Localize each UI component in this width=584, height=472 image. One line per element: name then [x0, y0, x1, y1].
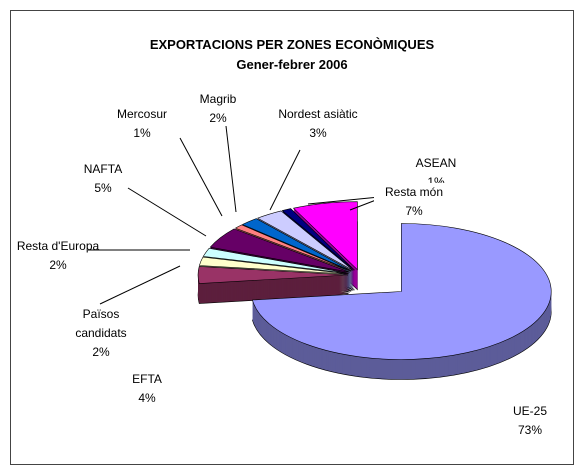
slice-label: UE-25 73% [500, 402, 560, 440]
category-label: NAFTA [83, 162, 123, 176]
leader-lines [88, 125, 431, 305]
leader-line [179, 137, 223, 217]
value-label: 2% [209, 111, 227, 125]
slice-label: Nordest asiàtic 3% [263, 105, 373, 143]
pie-slice [209, 228, 350, 273]
pie-slice [252, 223, 552, 360]
category-label: Nordest asiàtic [278, 107, 358, 121]
pie-slice [292, 201, 358, 271]
value-label: 73% [517, 423, 543, 437]
value-label: 1% [133, 126, 151, 140]
slice-label: Mercosur 1% [107, 105, 177, 143]
leader-line [127, 187, 207, 237]
category-label: UE-25 [512, 404, 547, 418]
slice-label: Resta d'Europa 2% [3, 237, 113, 275]
leader-line [225, 125, 237, 213]
pie-slice [241, 218, 352, 272]
category-label: Resta d'Europa [16, 239, 100, 253]
chart-title: EXPORTACIONS PER ZONES ECONÒMIQUES [149, 37, 435, 52]
value-label: 2% [92, 345, 110, 359]
slice-label: EFTA 4% [117, 370, 177, 408]
leader-line [349, 199, 377, 211]
slice-label: Magrib 2% [188, 90, 248, 128]
category-label: ASEAN [415, 156, 457, 170]
pie-slice [234, 224, 352, 272]
leader-line [99, 265, 181, 305]
value-label: 2% [49, 258, 67, 272]
category-label: Resta món [384, 185, 444, 199]
leader-line [269, 149, 301, 211]
category-label: Mercosur [116, 107, 167, 121]
pie-slice [281, 208, 355, 271]
slice-label: Països candidats 2% [66, 305, 136, 362]
value-label: 3% [309, 126, 327, 140]
category-label: Països candidats [75, 307, 127, 340]
pie-slice [202, 247, 349, 274]
category-label: EFTA [132, 372, 162, 386]
slice-label: Resta món 7% [374, 183, 454, 221]
chart-subtitle: Gener-febrer 2006 [236, 57, 348, 72]
pie-slice [199, 256, 349, 275]
pie-slice [256, 210, 354, 271]
value-label: 5% [94, 181, 112, 195]
slice-label: NAFTA 5% [73, 160, 133, 198]
value-label: 7% [405, 204, 423, 218]
category-label: Magrib [199, 92, 237, 106]
value-label: 4% [138, 391, 156, 405]
pie-slice [197, 266, 349, 284]
slice-tops [197, 201, 552, 360]
